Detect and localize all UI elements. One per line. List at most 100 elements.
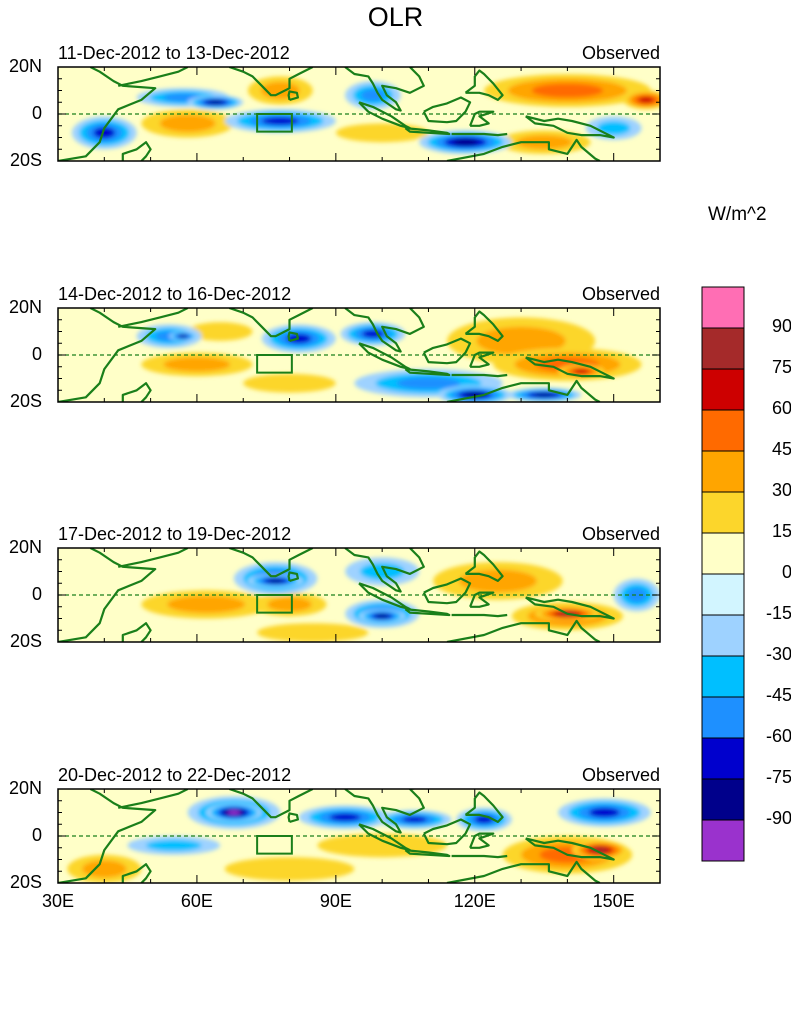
- coastline: [446, 379, 601, 402]
- olr-anomaly-blob: [227, 810, 241, 815]
- coastline: [404, 127, 451, 136]
- reference-box: [256, 354, 293, 374]
- olr-anomaly-blob: [261, 117, 299, 125]
- colorbar-label: 75: [771, 357, 791, 377]
- coastline: [422, 818, 472, 846]
- olr-anomaly-blob: [179, 334, 187, 338]
- coastline: [117, 548, 189, 568]
- coastline: [287, 90, 299, 101]
- y-tick-label: 0: [31, 825, 42, 845]
- olr-anomaly-blob: [167, 595, 246, 613]
- olr-anomaly-blob: [224, 857, 355, 881]
- coastline: [121, 141, 152, 161]
- coastline: [451, 373, 508, 378]
- coastline: [525, 837, 615, 861]
- coastline: [228, 67, 314, 97]
- olr-anomaly-blob: [396, 377, 461, 390]
- chart-title: OLR: [367, 2, 424, 32]
- colorbar-label: -90: [765, 808, 791, 828]
- colorbar-label: -30: [765, 644, 791, 664]
- olr-anomaly-blob: [187, 322, 253, 341]
- reference-box: [256, 835, 293, 855]
- olr-anomaly-blob: [626, 588, 647, 602]
- colorbar-label: -45: [765, 685, 791, 705]
- olr-anomaly-blob: [93, 127, 116, 139]
- coastline: [464, 791, 504, 823]
- colorbar-label: -60: [765, 726, 791, 746]
- map-panel-1: [57, 66, 661, 162]
- coastline: [422, 96, 472, 124]
- coastline: [404, 368, 451, 377]
- olr-anomaly-blob: [375, 614, 389, 618]
- colorbar-swatch: [701, 532, 745, 575]
- olr-anomaly-blob: [360, 563, 405, 580]
- coastline: [58, 67, 157, 161]
- olr-anomaly-blob: [361, 89, 385, 102]
- colorbar-swatch: [701, 327, 745, 370]
- coastline: [344, 67, 425, 112]
- y-tick-label: 20S: [9, 150, 42, 170]
- coastline: [464, 69, 504, 101]
- coastline: [404, 608, 451, 617]
- coastline: [464, 310, 504, 342]
- colorbar-swatch: [701, 614, 745, 657]
- panel-period: 17-Dec-2012 to 19-Dec-2012: [58, 524, 292, 544]
- panel-label: Observed: [581, 43, 660, 63]
- panel-period: 20-Dec-2012 to 22-Dec-2012: [58, 765, 292, 785]
- colorbar-swatch: [701, 368, 745, 411]
- y-tick-label: 20S: [9, 391, 42, 411]
- olr-anomaly-blob: [267, 597, 312, 612]
- coastline: [287, 812, 299, 823]
- colorbar: [701, 286, 745, 862]
- y-tick-label: 20S: [9, 872, 42, 892]
- olr-anomaly-blob: [534, 393, 555, 397]
- olr-anomaly-blob: [163, 357, 231, 372]
- colorbar-swatch: [701, 696, 745, 739]
- olr-anomaly-blob: [402, 816, 427, 823]
- coastline: [525, 115, 615, 139]
- coastline: [451, 132, 508, 137]
- y-tick-label: 0: [31, 344, 42, 364]
- reference-box: [256, 113, 293, 133]
- colorbar-label: 60: [771, 398, 791, 418]
- y-tick-label: 20S: [9, 631, 42, 651]
- x-tick-label: 150E: [592, 891, 635, 911]
- colorbar-label: 0: [781, 562, 791, 582]
- panel-label: Observed: [581, 284, 660, 304]
- colorbar-label: 30: [771, 480, 791, 500]
- colorbar-label: -75: [765, 767, 791, 787]
- coastline: [228, 548, 314, 578]
- coastline: [404, 849, 451, 858]
- coastline: [464, 550, 504, 582]
- panel-label: Observed: [581, 524, 660, 544]
- coastline: [409, 548, 419, 550]
- colorbar-swatch: [701, 778, 745, 821]
- coastline: [121, 863, 152, 883]
- x-tick-label: 90E: [319, 891, 352, 911]
- coastline: [121, 382, 152, 402]
- olr-anomaly-blob: [268, 579, 284, 583]
- coastline: [446, 860, 601, 883]
- olr-anomaly-blob: [257, 623, 369, 642]
- colorbar-label: 90: [771, 316, 791, 336]
- coastline: [228, 308, 314, 338]
- coastline: [344, 548, 425, 593]
- coastline: [525, 596, 615, 620]
- map-panel-2: [57, 307, 661, 403]
- olr-anomaly-blob: [82, 860, 127, 878]
- olr-anomaly-blob: [146, 839, 202, 852]
- y-tick-label: 20N: [8, 297, 42, 317]
- olr-anomaly-blob: [452, 139, 479, 146]
- x-tick-label: 30E: [41, 891, 75, 911]
- y-tick-label: 20N: [8, 56, 42, 76]
- coastline: [344, 308, 425, 353]
- coastline: [451, 613, 508, 618]
- colorbar-units: W/m^2: [708, 204, 767, 225]
- coastline: [446, 619, 601, 642]
- olr-anomaly-blob: [159, 114, 216, 132]
- colorbar-swatch: [701, 737, 745, 780]
- coastline: [422, 577, 472, 605]
- coastline: [228, 789, 314, 819]
- reference-box: [256, 594, 293, 614]
- map-panel-4: [57, 788, 661, 884]
